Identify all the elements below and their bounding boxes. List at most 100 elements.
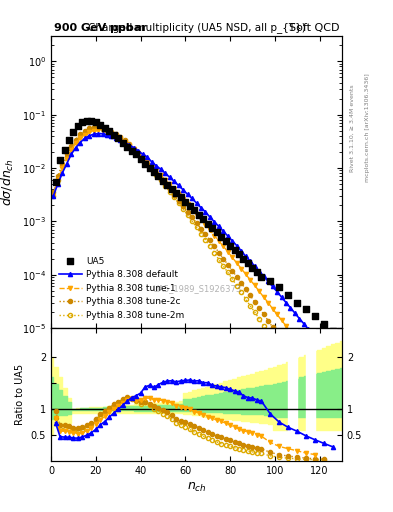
Pythia 8.308 tune-1 [217, 238, 221, 244]
UA5 [187, 202, 193, 210]
UA5 [142, 160, 148, 168]
Pythia 8.308 tune-2c [324, 406, 329, 412]
UA5 [196, 211, 202, 219]
Line: Pythia 8.308 tune-2m: Pythia 8.308 tune-2m [51, 126, 333, 437]
UA5 [133, 150, 139, 158]
Pythia 8.308 tune-1 [51, 193, 56, 199]
Pythia 8.308 default [51, 193, 56, 199]
Pythia 8.308 tune-2c [248, 292, 253, 298]
Bar [288, 328, 297, 461]
Pythia 8.308 tune-1 [320, 372, 324, 378]
Pythia 8.308 tune-2m [194, 224, 199, 230]
UA5 [222, 238, 229, 246]
UA5 [312, 312, 318, 321]
UA5 [330, 327, 336, 335]
Pythia 8.308 tune-1 [96, 127, 101, 133]
UA5 [61, 145, 68, 154]
UA5 [164, 181, 171, 189]
Pythia 8.308 tune-1 [149, 163, 154, 169]
Line: Pythia 8.308 tune-2c: Pythia 8.308 tune-2c [51, 125, 333, 417]
UA5 [236, 250, 242, 259]
UA5 [245, 259, 251, 267]
Pythia 8.308 tune-2c [132, 145, 136, 152]
UA5 [178, 194, 184, 202]
Pythia 8.308 tune-2m [132, 145, 136, 152]
UA5 [138, 155, 144, 163]
UA5 [294, 298, 300, 307]
Pythia 8.308 tune-2m [140, 156, 145, 162]
UA5 [276, 283, 283, 291]
UA5 [106, 127, 112, 135]
UA5 [169, 185, 175, 194]
Legend: UA5, Pythia 8.308 default, Pythia 8.308 tune-1, Pythia 8.308 tune-2c, Pythia 8.3: UA5, Pythia 8.308 default, Pythia 8.308 … [55, 253, 188, 324]
Pythia 8.308 default [342, 374, 347, 380]
Pythia 8.308 default [127, 142, 132, 148]
UA5 [102, 123, 108, 132]
Text: UA5_1989_S1926373: UA5_1989_S1926373 [152, 284, 241, 293]
UA5 [84, 117, 90, 125]
Pythia 8.308 tune-1 [109, 131, 114, 137]
Line: Pythia 8.308 tune-1: Pythia 8.308 tune-1 [51, 128, 324, 377]
UA5 [110, 131, 117, 139]
Pythia 8.308 tune-2c [91, 124, 96, 131]
Title: Charged multiplicity (UA5 NSD, all p_{T}): Charged multiplicity (UA5 NSD, all p_{T}… [88, 23, 305, 33]
UA5 [182, 198, 189, 206]
Pythia 8.308 default [324, 349, 329, 355]
Pythia 8.308 default [145, 154, 150, 160]
UA5 [155, 172, 162, 180]
Y-axis label: $d\sigma/dn_{ch}$: $d\sigma/dn_{ch}$ [0, 158, 17, 206]
UA5 [124, 143, 130, 151]
Pythia 8.308 tune-1 [118, 135, 123, 141]
UA5 [204, 220, 211, 228]
Bar [306, 328, 315, 461]
UA5 [151, 167, 157, 176]
UA5 [57, 156, 63, 164]
Text: 900 GeV ppbar: 900 GeV ppbar [54, 23, 147, 33]
Pythia 8.308 default [284, 300, 288, 306]
UA5 [146, 164, 152, 172]
Text: mcplots.cern.ch [arXiv:1306.3436]: mcplots.cern.ch [arXiv:1306.3436] [365, 74, 371, 182]
Pythia 8.308 tune-2c [51, 189, 56, 196]
UA5 [70, 127, 77, 136]
UA5 [227, 242, 233, 250]
Pythia 8.308 tune-2c [329, 412, 333, 418]
Pythia 8.308 tune-2c [140, 156, 145, 162]
UA5 [285, 291, 291, 299]
UA5 [191, 206, 197, 215]
Pythia 8.308 tune-1 [198, 216, 203, 222]
UA5 [93, 118, 99, 126]
UA5 [119, 138, 126, 146]
Pythia 8.308 tune-2c [185, 209, 190, 215]
Text: Rivet 3.1.10, ≥ 3.4M events: Rivet 3.1.10, ≥ 3.4M events [350, 84, 355, 172]
UA5 [75, 122, 81, 130]
UA5 [303, 305, 309, 313]
Pythia 8.308 default [96, 131, 101, 137]
UA5 [218, 233, 224, 241]
UA5 [209, 224, 215, 232]
UA5 [200, 215, 206, 223]
UA5 [88, 117, 94, 125]
X-axis label: $n_{ch}$: $n_{ch}$ [187, 481, 206, 494]
Pythia 8.308 default [181, 187, 185, 193]
Pythia 8.308 tune-2c [194, 220, 199, 226]
UA5 [249, 264, 255, 272]
UA5 [66, 136, 72, 144]
Pythia 8.308 tune-1 [288, 329, 293, 335]
UA5 [258, 272, 264, 281]
UA5 [52, 178, 59, 186]
UA5 [173, 189, 180, 197]
UA5 [267, 277, 274, 285]
Pythia 8.308 tune-2m [185, 212, 190, 218]
UA5 [97, 121, 103, 129]
Text: Soft QCD: Soft QCD [288, 23, 339, 33]
UA5 [321, 319, 327, 328]
Pythia 8.308 tune-2m [96, 125, 101, 132]
UA5 [231, 246, 238, 254]
Pythia 8.308 tune-2m [248, 303, 253, 309]
Y-axis label: Ratio to UA5: Ratio to UA5 [15, 364, 25, 425]
Pythia 8.308 default [73, 144, 78, 151]
UA5 [79, 118, 86, 126]
UA5 [254, 268, 260, 276]
Pythia 8.308 tune-2m [329, 432, 333, 438]
UA5 [213, 228, 220, 237]
